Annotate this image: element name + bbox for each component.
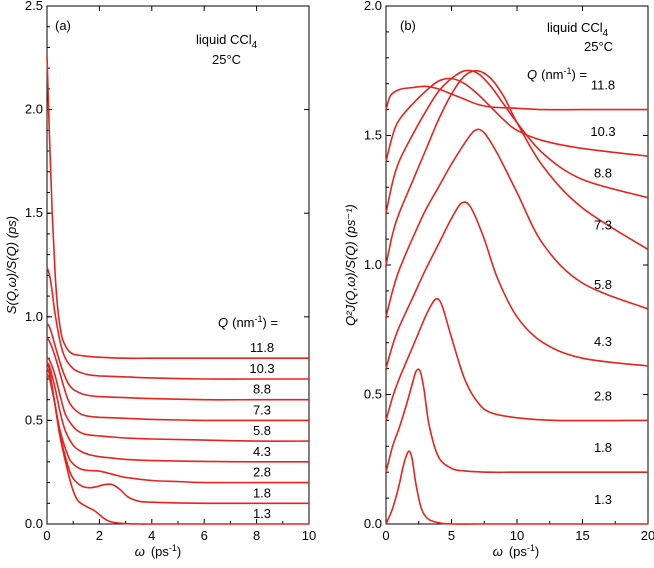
x-tick-label: 6 xyxy=(201,528,208,543)
x-tick-label: 0 xyxy=(43,528,50,543)
y-tick-label: 0.0 xyxy=(25,516,43,531)
panel-a-annotation-line1: liquid CCl4 xyxy=(196,32,258,51)
y-tick-label: 0.5 xyxy=(364,387,382,402)
series-label-q-7.3: 7.3 xyxy=(594,217,612,232)
series-label-q-7.3: 7.3 xyxy=(253,402,271,417)
series-line-q-7.3 xyxy=(46,337,309,422)
series-line-q-10.3 xyxy=(385,77,649,162)
x-tick-label: 15 xyxy=(575,528,589,543)
panel-b-q-labels: 11.8 10.3 8.8 7.3 5.8 4.3 2.8 1.8 1.3 xyxy=(590,78,615,507)
panel-a-xlabel-var: ω xyxy=(135,544,145,559)
panel-b-q-symbol: Q xyxy=(527,67,537,82)
series-line-q-5.8 xyxy=(385,128,649,317)
series-line-q-5.8 xyxy=(46,357,310,442)
panel-b-xlabel: ω (ps-1) xyxy=(493,543,540,559)
series-label-q-11.8: 11.8 xyxy=(250,340,274,355)
y-tick-label: 1.0 xyxy=(364,257,382,272)
panel-b-q-end: ) = xyxy=(572,67,588,82)
panel-a-ylabel: S(Q,ω)/S(Q) (ps) xyxy=(4,216,19,314)
panel-b-xlabel-var: ω xyxy=(493,544,503,559)
y-tick-label: 0.5 xyxy=(25,412,43,427)
panel-a-xlabel-sup: -1 xyxy=(169,543,177,553)
panel-b-xlabel-end: ) xyxy=(535,544,539,559)
panel-b-q-header: Q (nm-1) = xyxy=(527,66,587,82)
y-tick-label: 1.5 xyxy=(364,128,382,143)
panel-b-label: (b) xyxy=(400,18,416,33)
series-label-q-1.3: 1.3 xyxy=(253,506,271,521)
series-label-q-11.8: 11.8 xyxy=(591,78,615,93)
x-tick-label: 8 xyxy=(253,528,260,543)
panel-a-q-header: Q (nm-1) = xyxy=(218,314,278,330)
panel-a-q-end: ) = xyxy=(263,315,279,330)
panel-b-curves xyxy=(385,69,649,525)
series-label-q-1.3: 1.3 xyxy=(594,492,612,507)
panel-b-ylabel: Q²J(Q,ω)/S(Q) (ps⁻¹) xyxy=(343,204,358,326)
series-label-q-10.3: 10.3 xyxy=(249,361,274,376)
series-label-q-5.8: 5.8 xyxy=(594,277,612,292)
panel-a-label: (a) xyxy=(55,18,71,33)
panel-a-annotation-text: liquid CCl xyxy=(196,32,252,47)
panel-b-annotation-line2: 25°C xyxy=(584,39,613,54)
series-line-q-4.3 xyxy=(385,201,649,369)
panel-a-curves xyxy=(46,55,310,525)
y-tick-label: 1.5 xyxy=(25,205,43,220)
y-tick-label: 2.0 xyxy=(25,102,43,117)
x-tick-label: 2 xyxy=(96,528,103,543)
panel-b-xlabel-sup: -1 xyxy=(527,543,535,553)
panel-b-annotation-text: liquid CCl xyxy=(547,20,603,35)
panel-b-ticks: 0 5 10 15 20 0.0 0.5 1.0 1.5 2.0 xyxy=(364,0,654,543)
series-line-q-1.3 xyxy=(46,362,309,525)
panel-a-q-unit: (nm xyxy=(232,315,254,330)
panel-a-q-symbol: Q xyxy=(218,315,228,330)
panel-a-q-labels: 11.8 10.3 8.8 7.3 5.8 4.3 2.8 1.8 1.3 xyxy=(249,340,274,521)
series-label-q-1.8: 1.8 xyxy=(253,485,271,500)
series-label-q-4.3: 4.3 xyxy=(594,334,612,349)
x-tick-label: 10 xyxy=(302,528,316,543)
series-label-q-1.8: 1.8 xyxy=(594,440,612,455)
series-label-q-2.8: 2.8 xyxy=(594,388,612,403)
panel-a-xlabel-unit: (ps xyxy=(151,544,170,559)
panel-b-annotation-sub: 4 xyxy=(603,28,609,39)
x-tick-label: 4 xyxy=(148,528,155,543)
series-label-q-5.8: 5.8 xyxy=(253,423,271,438)
series-line-q-8.8 xyxy=(46,322,309,401)
panel-b-q-unit: (nm xyxy=(541,67,563,82)
x-tick-label: 5 xyxy=(448,528,455,543)
panel-b-annotation-line1: liquid CCl4 xyxy=(547,20,609,39)
series-line-q-8.8 xyxy=(385,69,649,214)
series-label-q-10.3: 10.3 xyxy=(590,124,615,139)
series-label-q-4.3: 4.3 xyxy=(253,444,271,459)
x-tick-label: 10 xyxy=(510,528,524,543)
series-line-q-2.8 xyxy=(385,297,649,422)
panel-a-xlabel: ω (ps-1) xyxy=(135,543,182,559)
panel-b-q-sup: -1 xyxy=(564,66,572,76)
series-line-q-4.3 xyxy=(46,361,310,463)
series-line-q-10.3 xyxy=(46,266,309,380)
panel-a-q-sup: -1 xyxy=(255,314,263,324)
panel-a-annotation-sub: 4 xyxy=(252,40,258,51)
panel-b: (b) liquid CCl4 25°C Q (nm-1) = Q²J(Q,ω)/… xyxy=(343,0,654,559)
x-tick-label: 20 xyxy=(641,528,654,543)
series-label-q-2.8: 2.8 xyxy=(253,465,271,480)
panel-a-annotation-line2: 25°C xyxy=(212,52,241,67)
panel-a-xlabel-end: ) xyxy=(177,544,181,559)
panel-b-xlabel-unit: (ps xyxy=(509,544,528,559)
series-line-q-7.3 xyxy=(385,69,649,266)
x-tick-label: 0 xyxy=(382,528,389,543)
series-line-q-1.8 xyxy=(385,368,648,474)
y-tick-label: 2.5 xyxy=(25,0,43,13)
y-tick-label: 1.0 xyxy=(25,309,43,324)
series-line-q-1.3 xyxy=(385,450,648,525)
y-tick-label: 0.0 xyxy=(364,516,382,531)
y-tick-label: 2.0 xyxy=(364,0,382,13)
series-label-q-8.8: 8.8 xyxy=(594,166,612,181)
series-line-q-11.8 xyxy=(46,55,309,360)
series-label-q-8.8: 8.8 xyxy=(253,382,271,397)
panel-a: (a) liquid CCl4 25°C Q (nm-1) = S(Q,ω)/S(… xyxy=(4,0,316,559)
